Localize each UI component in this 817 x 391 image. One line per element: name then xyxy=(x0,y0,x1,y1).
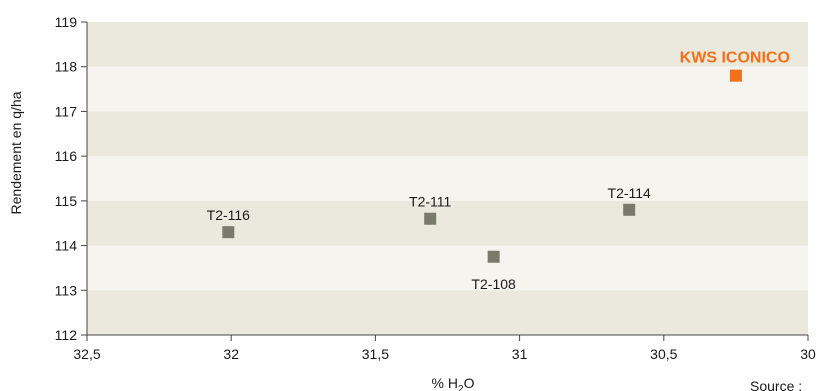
x-axis-title-tail: O xyxy=(464,375,475,391)
grid-band xyxy=(87,66,808,112)
y-tick-labels: 112 113 114 115 116 117 118 119 xyxy=(55,14,78,343)
grid-band xyxy=(87,200,808,246)
x-axis-title-subscript: 2 xyxy=(458,384,464,391)
data-points: T2-116 T2-111 T2-108 T2-114 KWS ICONICO xyxy=(207,50,790,292)
highlight-point-label: KWS ICONICO xyxy=(680,50,790,67)
y-tick-label: 119 xyxy=(55,14,78,30)
data-point-marker xyxy=(487,250,500,263)
data-point-marker xyxy=(424,212,437,225)
data-point-label: T2-108 xyxy=(471,276,516,292)
y-tick-label: 114 xyxy=(55,238,78,254)
x-tick-labels: 32,5 32 31,5 31 30,5 30 xyxy=(73,346,816,362)
axes xyxy=(81,21,809,341)
grid-band xyxy=(87,156,808,201)
source-note: Source : xyxy=(750,378,802,391)
grid-band xyxy=(87,111,808,157)
grid-band xyxy=(87,245,808,291)
data-point-marker xyxy=(222,226,235,239)
data-point-label: T2-111 xyxy=(409,194,451,210)
data-point-label: T2-114 xyxy=(608,185,652,201)
y-tick-label: 116 xyxy=(55,148,78,164)
x-tick-label: 30,5 xyxy=(650,346,677,362)
x-tick-label: 32,5 xyxy=(73,346,100,362)
plot-background-bands xyxy=(87,22,808,335)
y-tick-label: 115 xyxy=(55,193,78,209)
x-tick-label: 31,5 xyxy=(362,346,389,362)
y-tick-label: 113 xyxy=(55,282,78,298)
highlight-point-marker xyxy=(729,69,742,82)
y-tick-label: 118 xyxy=(55,59,78,75)
data-point-label: T2-116 xyxy=(207,207,251,223)
x-tick-label: 31 xyxy=(512,346,528,362)
grid-band xyxy=(87,290,808,335)
x-axis-title-main: % H xyxy=(432,375,458,391)
x-axis-title: % H2O xyxy=(432,375,475,391)
y-axis-title: Rendement en q/ha xyxy=(8,91,24,214)
x-tick-label: 30 xyxy=(800,346,816,362)
x-tick-label: 32 xyxy=(223,346,239,362)
y-tick-label: 117 xyxy=(55,103,78,119)
data-point-marker xyxy=(623,203,636,216)
y-tick-label: 112 xyxy=(55,327,78,343)
grid-band xyxy=(87,22,808,67)
